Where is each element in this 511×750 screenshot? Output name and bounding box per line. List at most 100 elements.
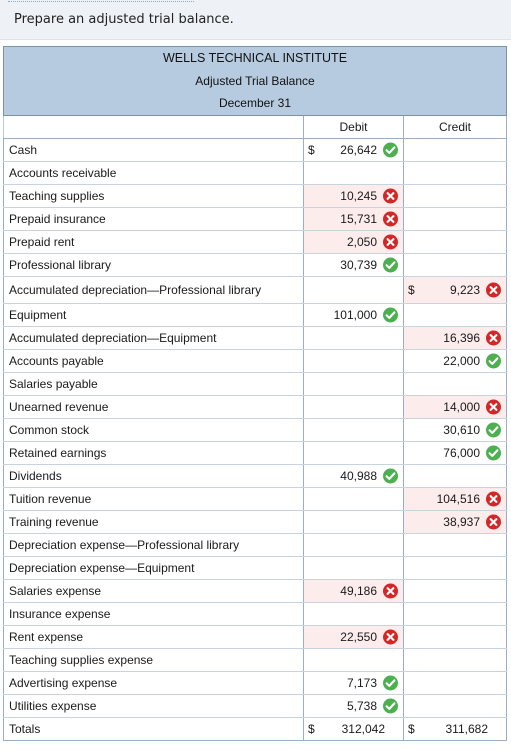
table-row: Utilities expense 5,738 [3,694,507,718]
debit-amount-cell[interactable]: 49,186 [303,579,404,603]
debit-amount-cell[interactable] [303,510,404,534]
credit-amount-cell[interactable] [403,207,507,231]
credit-amount-cell[interactable] [403,464,507,488]
header-statement-row: Adjusted Trial Balance [3,69,507,92]
credit-amount-cell[interactable] [403,694,507,718]
credit-amount-cell[interactable] [403,533,507,557]
debit-amount-cell[interactable]: 15,731 [303,207,404,231]
totals-row: Totals $312,042 $311,682 [3,717,507,741]
check-icon [383,468,398,484]
account-name: Teaching supplies [3,184,304,208]
debit-amount-cell[interactable] [303,372,404,396]
credit-amount-cell[interactable]: 76,000 [403,441,507,465]
table-row: Salaries payable [3,372,507,396]
debit-amount-cell[interactable] [303,418,404,442]
table-row: Professional library 30,739 [3,253,507,277]
credit-amount-cell[interactable] [403,253,507,277]
credit-amount: 16,396 [443,331,480,345]
credit-amount-cell[interactable]: $9,223 [403,276,507,304]
credit-amount-cell[interactable] [403,556,507,580]
debit-amount-cell[interactable] [303,161,404,185]
dollar-sign: $ [308,143,315,157]
statement-name: Adjusted Trial Balance [3,69,507,92]
credit-amount-cell[interactable]: 38,937 [403,510,507,534]
debit-amount-cell[interactable] [303,533,404,557]
account-name: Prepaid insurance [3,207,304,231]
debit-amount-cell[interactable] [303,602,404,626]
credit-amount: 38,937 [443,515,480,529]
check-icon [383,675,398,691]
x-icon [486,330,501,346]
credit-amount-cell[interactable] [403,671,507,695]
debit-amount: 26,642 [340,143,377,157]
credit-amount-cell[interactable] [403,625,507,649]
debit-amount-cell[interactable] [303,556,404,580]
account-name: Professional library [3,253,304,277]
debit-amount-cell[interactable]: 40,988 [303,464,404,488]
credit-amount-cell[interactable] [403,303,507,327]
debit-amount: 22,550 [340,630,377,644]
column-header-credit: Credit [403,115,507,139]
credit-amount-cell[interactable]: 16,396 [403,326,507,350]
debit-amount-cell[interactable] [303,276,404,304]
debit-amount-cell[interactable]: 101,000 [303,303,404,327]
debit-amount: 15,731 [340,212,377,226]
debit-amount-cell[interactable] [303,648,404,672]
account-name: Accumulated depreciation—Equipment [3,326,304,350]
debit-amount-cell[interactable]: $26,642 [303,138,404,162]
credit-amount-cell[interactable] [403,138,507,162]
credit-amount-cell[interactable] [403,372,507,396]
credit-amount-cell[interactable]: 22,000 [403,349,507,373]
credit-amount-cell[interactable] [403,184,507,208]
credit-amount-cell[interactable] [403,648,507,672]
table-row: Equipment 101,000 [3,303,507,327]
table-row: Depreciation expense—Professional librar… [3,533,507,557]
credit-amount-cell[interactable] [403,161,507,185]
credit-amount: 22,000 [443,354,480,368]
table-row: Tuition revenue 104,516 [3,487,507,511]
account-name: Prepaid rent [3,230,304,254]
table-row: Unearned revenue 14,000 [3,395,507,419]
check-icon [486,445,501,461]
x-icon [383,629,398,645]
credit-amount-cell[interactable] [403,230,507,254]
account-name: Cash [3,138,304,162]
debit-amount: 2,050 [346,235,377,249]
debit-amount-cell[interactable] [303,326,404,350]
x-icon [486,514,501,530]
credit-amount-cell[interactable]: 30,610 [403,418,507,442]
debit-amount-cell[interactable] [303,487,404,511]
total-debit-cell[interactable]: $312,042 [303,717,404,741]
credit-amount-cell[interactable] [403,579,507,603]
debit-amount-cell[interactable] [303,349,404,373]
total-credit-cell[interactable]: $311,682 [403,717,507,741]
total-credit-amount: 311,682 [445,722,489,736]
company-name: WELLS TECHNICAL INSTITUTE [3,46,507,70]
check-icon [383,142,398,158]
total-debit-amount: 312,042 [341,722,385,736]
account-name: Dividends [3,464,304,488]
debit-amount-cell[interactable]: 22,550 [303,625,404,649]
debit-amount-cell[interactable]: 10,245 [303,184,404,208]
header-date-row: December 31 [3,91,507,116]
debit-amount-cell[interactable]: 2,050 [303,230,404,254]
check-icon [486,422,501,438]
debit-amount-cell[interactable]: 5,738 [303,694,404,718]
debit-amount-cell[interactable]: 7,173 [303,671,404,695]
debit-amount-cell[interactable] [303,395,404,419]
credit-amount-cell[interactable]: 14,000 [403,395,507,419]
credit-amount-cell[interactable]: 104,516 [403,487,507,511]
account-name: Utilities expense [3,694,304,718]
dollar-sign: $ [408,722,415,736]
table-row: Salaries expense 49,186 [3,579,507,603]
account-name: Common stock [3,418,304,442]
table-row: Teaching supplies 10,245 [3,184,507,208]
x-icon [486,491,501,507]
account-name: Depreciation expense—Professional librar… [3,533,304,557]
credit-amount: 104,516 [436,492,480,506]
debit-amount-cell[interactable]: 30,739 [303,253,404,277]
question-prompt-bar: Prepare an adjusted trial balance. [0,0,511,40]
debit-amount-cell[interactable] [303,441,404,465]
credit-amount-cell[interactable] [403,602,507,626]
account-name: Salaries payable [3,372,304,396]
